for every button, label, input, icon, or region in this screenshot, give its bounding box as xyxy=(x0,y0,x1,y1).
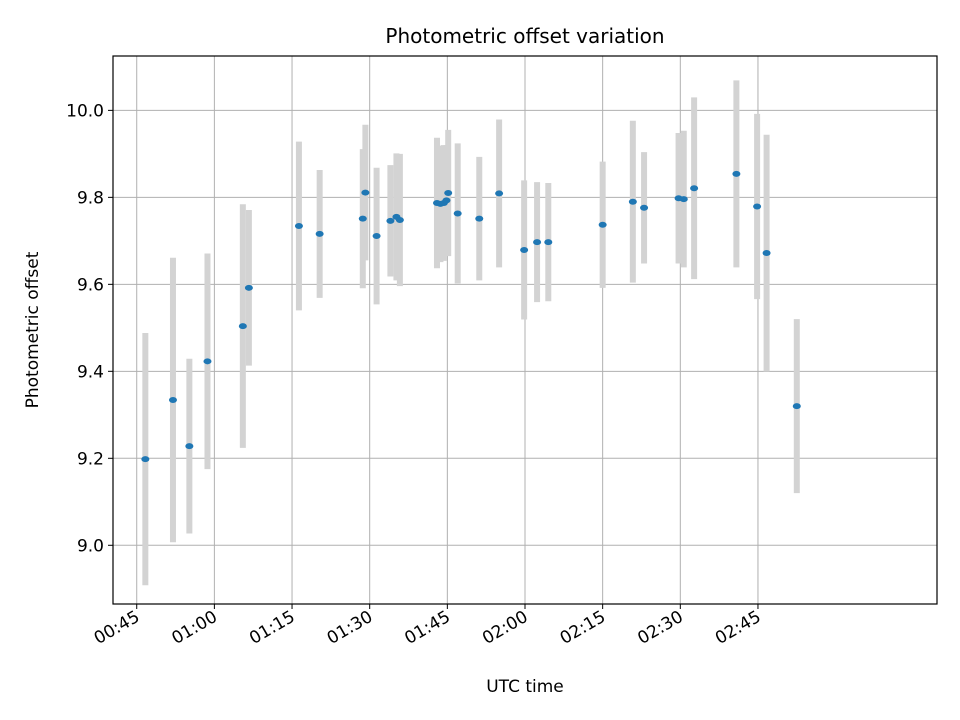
data-point xyxy=(442,197,451,204)
data-point xyxy=(361,189,370,196)
data-point xyxy=(244,284,253,291)
y-tick-label: 9.2 xyxy=(77,449,104,469)
x-axis-label: UTC time xyxy=(486,677,564,697)
data-point xyxy=(203,358,212,365)
data-point xyxy=(792,403,801,410)
data-point xyxy=(168,397,177,404)
data-point xyxy=(495,190,504,197)
data-point xyxy=(294,223,303,230)
data-point xyxy=(690,185,699,192)
data-point xyxy=(732,170,741,177)
data-points xyxy=(141,170,801,463)
chart-title: Photometric offset variation xyxy=(385,24,664,48)
data-point xyxy=(358,215,367,222)
y-axis: 9.0 9.2 9.4 9.6 9.8 10.0 xyxy=(66,101,113,556)
data-point xyxy=(141,456,150,463)
y-tick-label: 9.4 xyxy=(77,362,104,382)
data-point xyxy=(679,196,688,203)
data-point xyxy=(520,246,529,253)
y-tick-label: 9.6 xyxy=(77,275,104,295)
data-point xyxy=(628,198,637,205)
data-point xyxy=(475,215,484,222)
data-point xyxy=(533,239,542,246)
data-point xyxy=(444,190,453,196)
y-axis-label: Photometric offset xyxy=(23,251,43,408)
data-point xyxy=(640,204,649,211)
y-tick-label: 9.8 xyxy=(77,188,104,208)
y-tick-label: 10.0 xyxy=(66,101,104,121)
data-point xyxy=(238,323,247,330)
data-point xyxy=(386,217,395,224)
data-point xyxy=(315,230,324,237)
data-point xyxy=(598,221,607,228)
data-point xyxy=(395,216,404,223)
data-point xyxy=(372,233,381,240)
data-point xyxy=(544,239,553,246)
data-point xyxy=(453,210,462,217)
data-point xyxy=(753,203,762,210)
data-point xyxy=(185,443,194,450)
y-tick-label: 9.0 xyxy=(77,536,104,556)
data-point xyxy=(762,250,771,257)
